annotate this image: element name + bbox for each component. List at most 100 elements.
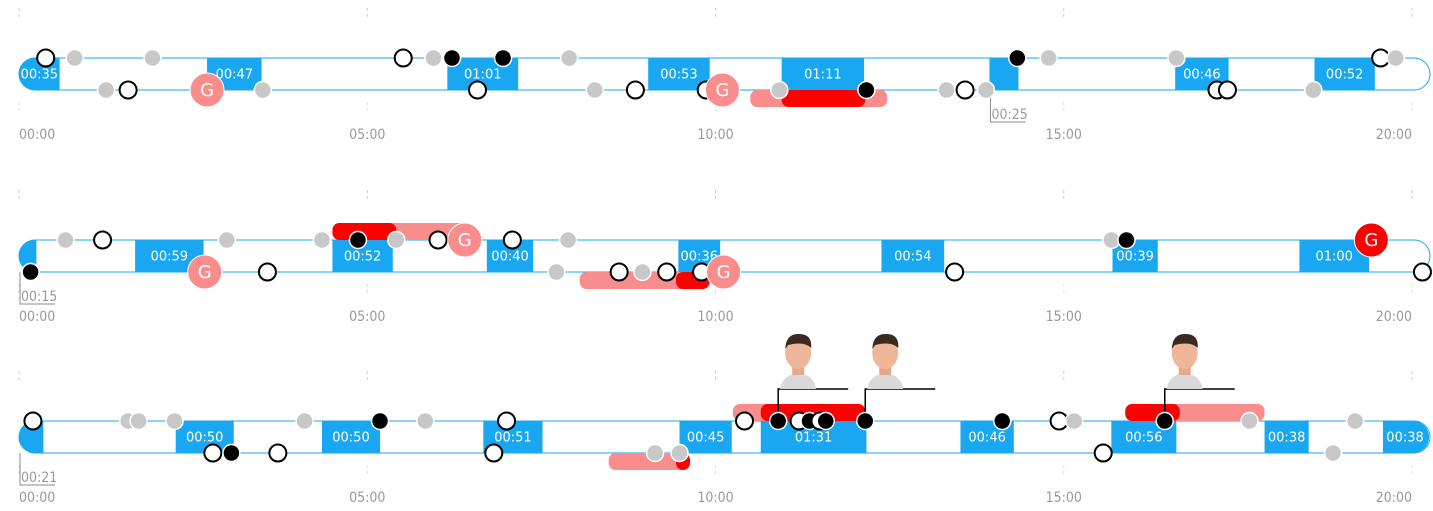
shift-label: 00:36	[681, 250, 718, 265]
event-dot	[937, 80, 956, 100]
event-dot	[65, 48, 84, 68]
x-tick-label: 05:00	[349, 127, 385, 143]
event-dot	[1039, 48, 1058, 68]
event-dot	[36, 48, 56, 68]
event-dot	[1117, 230, 1136, 250]
shift-label: 00:38	[1268, 431, 1305, 446]
player-photo	[780, 333, 817, 389]
goal-label: G	[458, 230, 472, 251]
shift-block	[321, 421, 381, 453]
event-dot	[393, 48, 413, 68]
goal-marker	[704, 72, 740, 108]
photo-neck	[1178, 365, 1191, 375]
goal-marker	[447, 222, 483, 258]
event-dot	[976, 80, 996, 100]
shift-label: 00:21	[21, 470, 57, 486]
event-dot	[1167, 48, 1186, 68]
event-dot	[558, 230, 578, 250]
event-dot	[1323, 443, 1343, 463]
event-dot	[468, 80, 488, 100]
event-dot	[645, 443, 665, 463]
photo-hair	[872, 333, 899, 349]
shift-label: 00:50	[186, 431, 223, 446]
shift-block	[1264, 421, 1309, 453]
event-dot	[816, 411, 836, 431]
event-dot	[497, 411, 517, 431]
shift-label: 01:00	[1315, 250, 1352, 265]
event-dot	[203, 443, 223, 463]
goal-marker	[187, 254, 223, 290]
event-dot	[855, 411, 875, 431]
event-dot	[1093, 443, 1113, 463]
event-dot	[992, 411, 1012, 431]
photo-face	[872, 337, 899, 369]
photo-face	[1171, 337, 1198, 369]
x-tick-label: 10:00	[697, 127, 733, 143]
shift-label: 00:35	[21, 68, 58, 83]
label-bracket	[989, 90, 1026, 123]
penalty-bar	[332, 223, 397, 240]
event-dot	[56, 230, 75, 250]
shift-label: 00:15	[21, 289, 57, 305]
face-connector	[777, 388, 849, 421]
event-dot	[416, 411, 435, 431]
photo-shirt	[867, 373, 904, 389]
event-dot	[96, 80, 116, 100]
x-tick-label: 15:00	[1046, 127, 1082, 143]
goal-marker	[706, 254, 742, 290]
goal-label: G	[198, 262, 212, 283]
goal-marker	[1353, 222, 1389, 258]
goal-label: G	[200, 80, 214, 101]
x-tick-label: 05:00	[349, 309, 385, 325]
event-dot	[657, 262, 677, 282]
player-photo	[1166, 333, 1203, 389]
x-tick-label: 15:00	[1046, 309, 1082, 325]
shift-label: 00:52	[344, 250, 381, 265]
photo-face	[785, 337, 812, 369]
goal-label: G	[717, 262, 731, 283]
event-dot	[1240, 411, 1259, 431]
shift-block	[781, 58, 865, 90]
x-tick-label: 10:00	[697, 309, 733, 325]
event-dot	[118, 80, 138, 100]
event-dot	[222, 443, 241, 463]
shift-label: 00:54	[894, 250, 931, 265]
event-dot	[253, 80, 273, 100]
shift-label: 00:50	[332, 431, 369, 446]
event-dot	[295, 411, 314, 431]
photo-shirt	[1166, 373, 1203, 389]
event-dot	[268, 443, 288, 463]
event-dot	[1345, 411, 1365, 431]
photo-hair	[1171, 333, 1198, 349]
event-dot	[768, 411, 788, 431]
shift-label: 00:40	[491, 250, 528, 265]
event-dot	[857, 80, 876, 100]
penalty-bar	[608, 453, 690, 470]
event-dot	[312, 230, 332, 250]
event-dot	[1386, 48, 1405, 68]
event-dot	[609, 262, 629, 282]
x-tick-label: 10:00	[697, 490, 733, 506]
event-dot	[1412, 262, 1432, 282]
event-dot	[770, 80, 789, 100]
event-dot	[370, 411, 390, 431]
x-tick-label: 20:00	[1376, 309, 1412, 325]
event-dot	[1304, 80, 1323, 100]
goal-label: G	[1364, 230, 1378, 251]
x-tick-label: 00:00	[19, 490, 55, 506]
shift-block	[1314, 58, 1375, 90]
event-dot	[502, 230, 522, 250]
event-dot	[93, 230, 113, 250]
shift-block	[881, 240, 945, 272]
event-dot	[217, 230, 237, 250]
shift-label: 00:51	[494, 431, 531, 446]
event-dot	[1155, 411, 1174, 431]
event-dot	[1008, 48, 1027, 68]
goal-label: G	[715, 80, 729, 101]
event-dot	[735, 411, 755, 431]
event-dot	[633, 262, 652, 282]
x-tick-label: 20:00	[1376, 127, 1412, 143]
photo-neck	[792, 365, 805, 375]
shift-label: 00:47	[216, 68, 253, 83]
